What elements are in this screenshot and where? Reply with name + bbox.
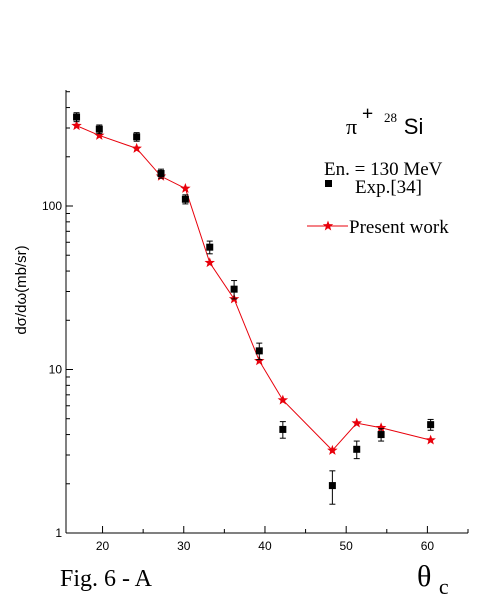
x-axis-label: θ c [417,560,449,599]
figure-caption: Fig. 6 - A [60,566,153,592]
present-work-point [375,422,387,433]
present-work-point [327,444,338,455]
exp-point [181,195,189,203]
axes [65,90,468,534]
exp-point [328,482,336,490]
y-tick-label: 100 [42,199,62,213]
exp-point [255,347,263,355]
exp-point [95,125,103,133]
exp-point [427,421,435,429]
exp-point [353,445,361,453]
present-work-point [254,355,265,366]
present-work-point [180,182,191,193]
exp-point [133,133,141,141]
y-tick-label: 1 [55,526,62,540]
exp-point [157,170,165,178]
present-work-point [131,142,142,153]
legend: π + 28 Si En. = 130 MeV Exp.[34] Present… [307,103,449,238]
legend-energy: En. = 130 MeV [324,159,443,180]
present-work-point [71,120,82,131]
exp-point [279,425,287,433]
present-work-point [94,129,105,140]
legend-title-elem: Si [404,114,424,139]
present-work-point [277,394,289,405]
x-tick-label: 60 [421,539,435,553]
exp-point [206,243,214,251]
x-tick-label: 50 [340,539,354,553]
legend-title: π + 28 Si [346,103,423,139]
legend-title-pi: π [346,114,357,139]
exp-point [73,113,81,121]
y-tick-label: 10 [49,363,63,377]
y-ticks: 1 10 100 [42,91,73,540]
present-work-point [425,434,436,445]
x-ticks: 20 30 40 50 60 [96,526,469,553]
present-work-point [351,417,362,428]
legend-marker-present [322,220,334,231]
exp-point [377,431,385,439]
x-tick-label: 20 [96,539,110,553]
x-axis-label-symbol: θ [417,560,431,593]
series-exp [73,112,435,505]
legend-label-present: Present work [349,217,449,238]
exp-point [230,285,238,293]
legend-title-charge: + [362,103,373,125]
x-tick-label: 40 [258,539,272,553]
x-axis-label-subscript: c [439,574,449,599]
x-tick-label: 30 [177,539,191,553]
legend-marker-exp [325,180,332,187]
legend-label-exp: Exp.[34] [355,177,422,198]
present-work-point [204,257,215,268]
y-axis-label: dσ/dω(mb/sr) [13,245,30,334]
legend-title-mass: 28 [384,110,397,125]
